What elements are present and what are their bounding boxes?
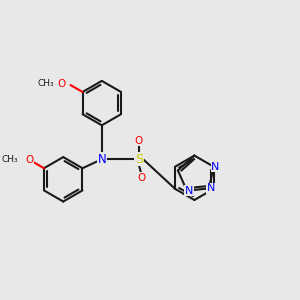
Text: O: O — [135, 136, 143, 146]
Text: S: S — [135, 153, 143, 166]
Text: O: O — [25, 155, 34, 165]
Text: N: N — [184, 186, 193, 196]
Text: CH₃: CH₃ — [38, 79, 54, 88]
Text: N: N — [98, 153, 106, 166]
Text: N: N — [211, 162, 220, 172]
Text: CH₃: CH₃ — [2, 155, 18, 164]
Text: O: O — [137, 173, 146, 183]
Text: N: N — [207, 183, 215, 194]
Text: O: O — [58, 79, 66, 89]
